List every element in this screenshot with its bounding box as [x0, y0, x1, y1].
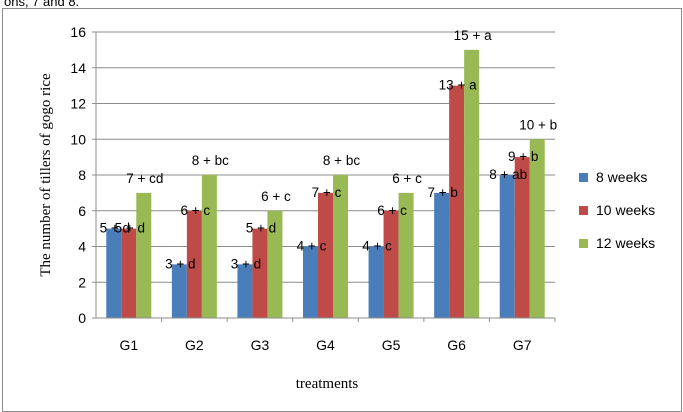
data-label: 15 + a: [454, 28, 492, 43]
y-tick-label: 2: [78, 274, 86, 290]
data-label: 10 + b: [519, 117, 557, 132]
bar: [252, 228, 268, 318]
data-label: 7 + b: [427, 185, 457, 200]
bar: [398, 192, 414, 318]
data-label: 5 + d: [100, 221, 130, 236]
data-label: 5 + d: [246, 221, 276, 236]
bar: [333, 175, 348, 318]
bar: [529, 139, 545, 318]
data-label: 9 + b: [508, 149, 538, 164]
x-tick-label: G1: [119, 337, 138, 353]
bars: [106, 49, 545, 318]
y-axis-label: The number of tillers of gogo rice: [38, 73, 54, 277]
legend-swatch: [579, 173, 588, 182]
legend-swatch: [579, 206, 588, 215]
legend-label: 8 weeks: [596, 169, 647, 185]
data-label: 3 + d: [165, 256, 195, 271]
x-tick-label: G6: [447, 337, 466, 353]
bar: [106, 228, 122, 318]
bar: [171, 264, 187, 318]
bar: [121, 228, 137, 318]
data-label: 7 + c: [312, 185, 342, 200]
data-label: 4 + c: [362, 239, 392, 254]
x-axis-label: treatments: [296, 376, 359, 392]
y-tick-label: 12: [70, 96, 86, 112]
data-labels: 5 + d5 + d7 + cd3 + d6 + c8 + bc3 + d5 +…: [100, 28, 558, 272]
y-tick-label: 0: [78, 310, 86, 326]
data-label: 8 + ab: [489, 167, 527, 182]
legend-label: 12 weeks: [596, 235, 655, 251]
bar: [237, 264, 253, 318]
bar: [434, 192, 450, 318]
x-tick-label: G5: [382, 337, 401, 353]
axes: 0 2 4 6 8 10 12 14 16 G1 G2 G3 G4 G5 G6 G7: [70, 24, 556, 353]
y-tick-label: 4: [78, 239, 86, 255]
legend: 8 weeks 10 weeks 12 weeks: [579, 169, 655, 251]
y-tick-label: 6: [78, 203, 86, 219]
y-tick-label: 10: [70, 131, 86, 147]
data-label: 5 + d: [115, 221, 145, 236]
data-label: 8 + bc: [192, 153, 229, 168]
bar: [318, 192, 333, 318]
bar: [449, 85, 465, 318]
bar: [464, 49, 480, 318]
data-label: 7 + cd: [126, 171, 163, 186]
x-tick-label: G4: [316, 337, 335, 353]
legend-label: 10 weeks: [596, 202, 655, 218]
data-label: 3 + d: [231, 256, 261, 271]
x-tick-label: G2: [185, 337, 204, 353]
data-label: 8 + bc: [323, 153, 360, 168]
x-tick-label: G3: [251, 337, 270, 353]
data-label: 6 + c: [181, 203, 211, 218]
bar: [136, 192, 152, 318]
data-label: 6 + c: [392, 171, 422, 186]
data-label: 6 + c: [261, 189, 291, 204]
data-label: 6 + c: [377, 203, 407, 218]
y-tick-label: 14: [70, 60, 86, 76]
bar: [499, 175, 515, 318]
y-tick-label: 16: [70, 24, 86, 40]
data-label: 13 + a: [439, 78, 477, 93]
x-tick-label: G7: [513, 337, 532, 353]
data-label: 4 + c: [297, 239, 327, 254]
bar: [368, 246, 384, 318]
page-fragment-text: ons, 7 and 8.: [4, 0, 80, 9]
bar: [383, 210, 399, 318]
bar: [201, 175, 217, 318]
bar: [186, 210, 202, 318]
y-tick-label: 8: [78, 167, 86, 183]
bar: [303, 246, 318, 318]
bar: [267, 210, 283, 318]
legend-swatch: [579, 239, 588, 248]
bar: [514, 157, 530, 318]
